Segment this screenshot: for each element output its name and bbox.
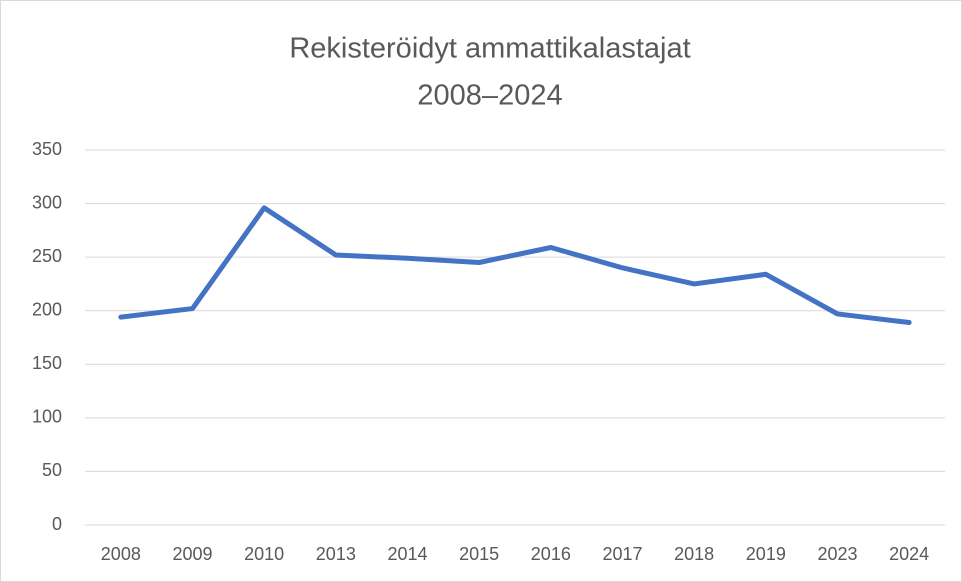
x-tick-label: 2015	[459, 544, 499, 564]
x-tick-label: 2024	[889, 544, 929, 564]
x-tick-label: 2009	[172, 544, 212, 564]
y-tick-label: 100	[32, 407, 62, 427]
y-tick-label: 350	[32, 139, 62, 159]
x-tick-label: 2016	[531, 544, 571, 564]
x-tick-label: 2019	[746, 544, 786, 564]
data-line	[118, 205, 912, 325]
y-tick-label: 250	[32, 246, 62, 266]
x-tick-label: 2017	[602, 544, 642, 564]
y-tick-label: 0	[52, 514, 62, 534]
y-tick-label: 300	[32, 192, 62, 212]
x-tick-label: 2023	[817, 544, 857, 564]
chart-title: 2008–2024	[417, 80, 562, 112]
x-tick-label: 2013	[316, 544, 356, 564]
y-tick-label: 50	[42, 460, 62, 480]
x-tick-label: 2010	[244, 544, 284, 564]
y-tick-label: 200	[32, 299, 62, 319]
y-tick-label: 150	[32, 353, 62, 373]
chart-title: Rekisteröidyt ammattikalastajat	[289, 33, 690, 65]
x-tick-label: 2008	[101, 544, 141, 564]
x-tick-label: 2018	[674, 544, 714, 564]
x-tick-label: 2014	[387, 544, 427, 564]
